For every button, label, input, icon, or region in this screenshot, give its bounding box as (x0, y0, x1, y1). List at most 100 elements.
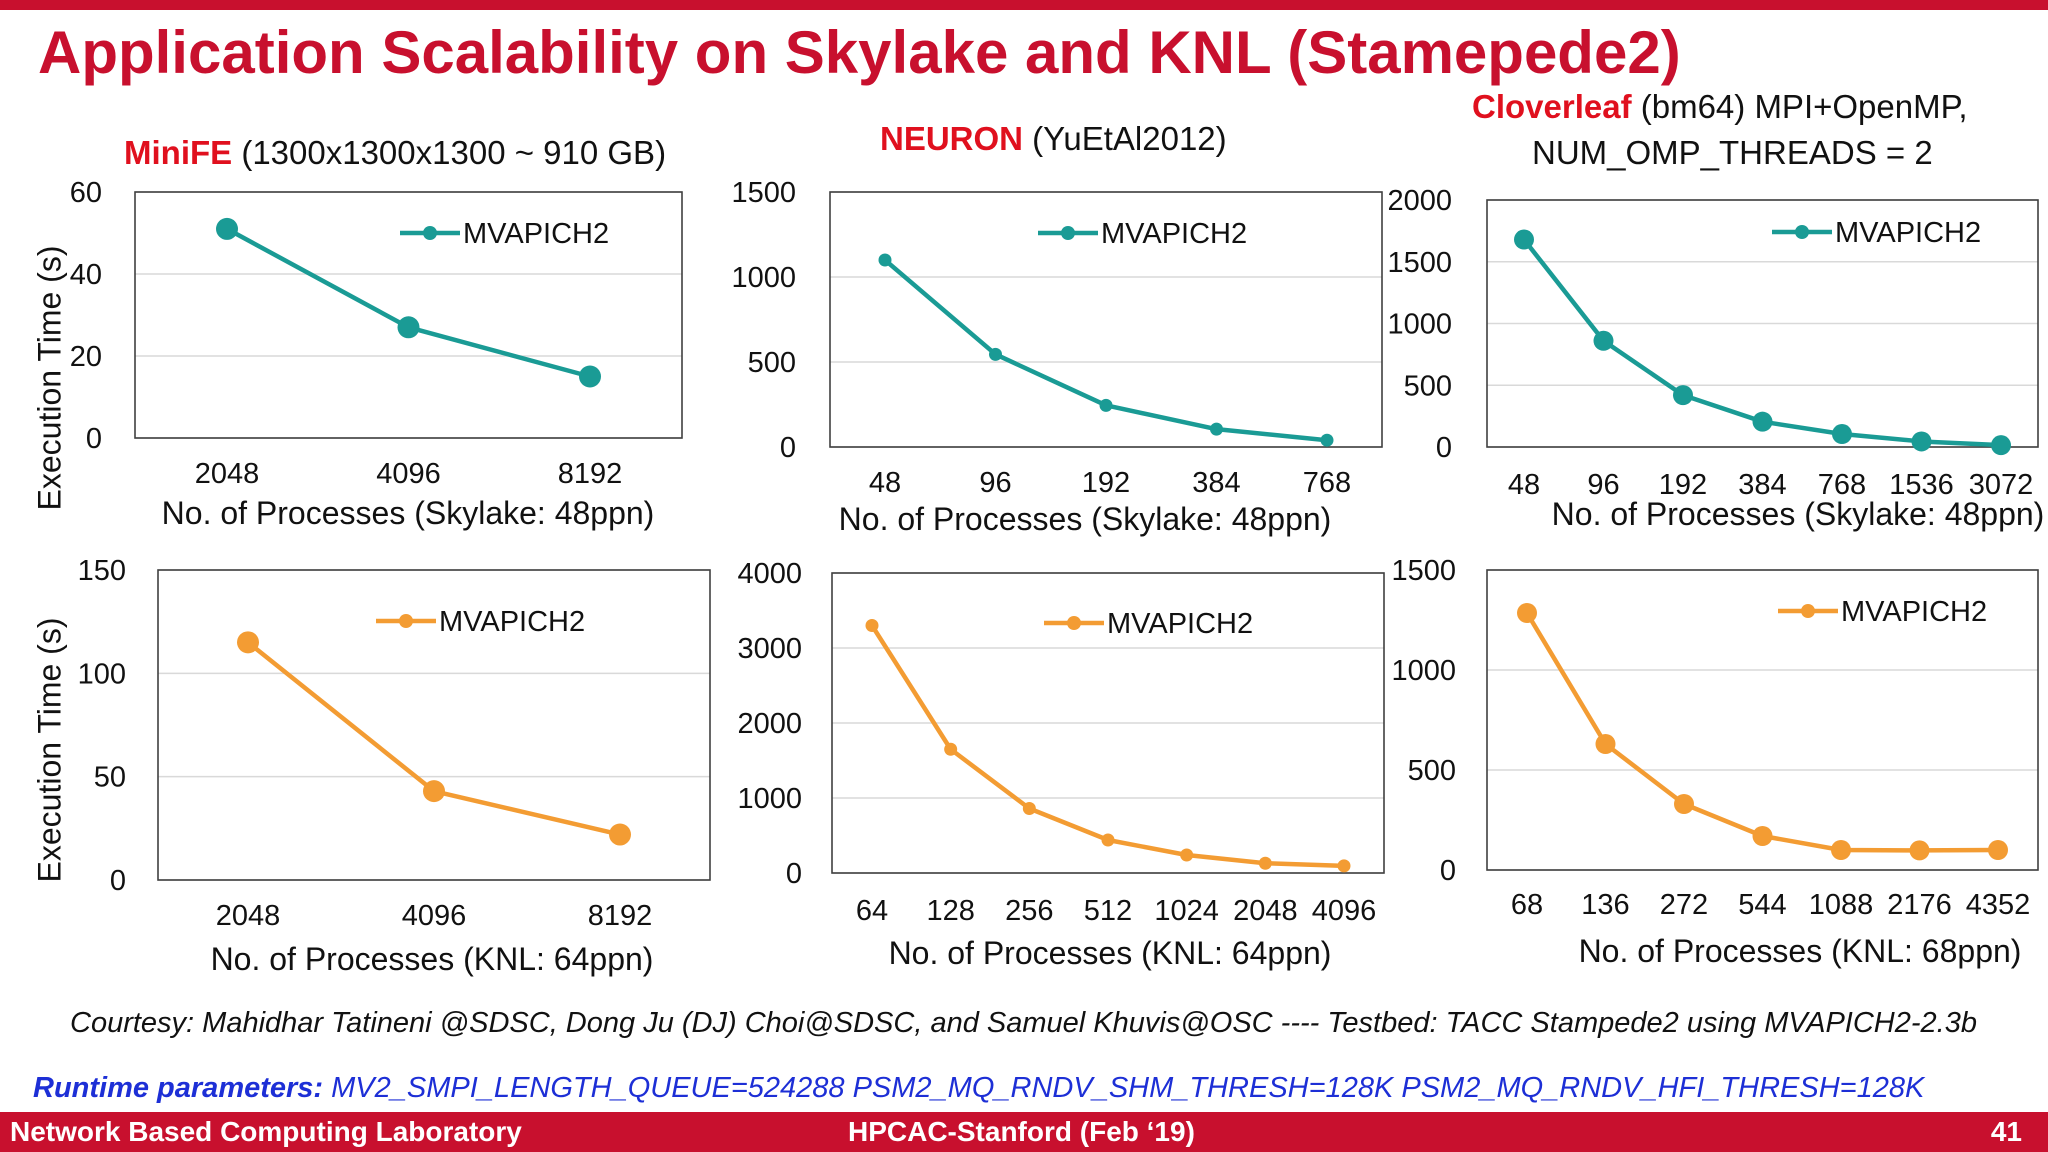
x-tick-label: 544 (1738, 889, 1786, 921)
y-tick-label: 2000 (737, 708, 802, 740)
data-point (1988, 840, 2008, 860)
x-tick-label: 136 (1581, 889, 1629, 921)
y-tick-label: 1500 (1387, 247, 1452, 279)
x-tick-label: 48 (1508, 469, 1540, 501)
x-tick-label: 4352 (1966, 889, 2031, 921)
y-tick-label: 500 (1404, 370, 1452, 402)
data-point (1258, 856, 1272, 870)
data-point (865, 619, 879, 632)
legend-marker (1801, 604, 1815, 618)
x-axis-title: No. of Processes (KNL: 64ppn) (889, 935, 1332, 971)
data-point (1991, 435, 2011, 456)
y-tick-label: 0 (1436, 432, 1452, 464)
y-tick-label: 150 (78, 555, 126, 587)
plot-area-border (1486, 199, 2039, 448)
x-tick-label: 384 (1738, 469, 1786, 501)
y-tick-label: 40 (70, 259, 102, 291)
legend-label: MVAPICH2 (439, 606, 585, 638)
data-point (1595, 734, 1616, 754)
x-tick-label: 2048 (195, 458, 260, 490)
subtitle-cloverleaf-detail: (bm64) MPI+OpenMP, (1631, 88, 1968, 125)
y-tick-label: 100 (78, 658, 126, 690)
legend-label: MVAPICH2 (463, 218, 609, 250)
data-point (1320, 433, 1334, 447)
x-tick-label: 1088 (1809, 889, 1874, 921)
runtime-parameters: Runtime parameters: MV2_SMPI_LENGTH_QUEU… (33, 1072, 1924, 1105)
y-tick-label: 1000 (1387, 309, 1452, 341)
x-axis-title: No. of Processes (Skylake: 48ppn) (1552, 496, 2045, 532)
y-tick-label: 1000 (731, 262, 796, 294)
footer-lab-name: Network Based Computing Laboratory (10, 1116, 522, 1147)
x-tick-label: 2048 (1233, 895, 1298, 927)
y-tick-label: 1500 (731, 177, 796, 209)
top-accent-bar (0, 0, 2048, 10)
x-axis-title: No. of Processes (Skylake: 48ppn) (162, 495, 655, 531)
y-tick-label: 60 (70, 177, 102, 209)
subtitle-cloverleaf: Cloverleaf (bm64) MPI+OpenMP, (1472, 88, 1968, 126)
x-tick-label: 768 (1303, 467, 1351, 499)
data-point (609, 823, 631, 846)
legend-marker (1061, 226, 1075, 240)
x-axis-title: No. of Processes (KNL: 68ppn) (1579, 933, 2022, 969)
x-tick-label: 1536 (1889, 469, 1954, 501)
legend-label: MVAPICH2 (1101, 218, 1247, 250)
x-axis-title: No. of Processes (Skylake: 48ppn) (839, 501, 1332, 537)
y-tick-label: 4000 (737, 558, 802, 590)
y-tick-label: 0 (86, 423, 102, 455)
x-tick-label: 64 (856, 895, 888, 927)
y-tick-label: 50 (94, 762, 126, 794)
x-tick-label: 3072 (1969, 469, 2034, 501)
data-point (1752, 411, 1773, 432)
data-point (1674, 794, 1694, 814)
x-axis-title: No. of Processes (KNL: 64ppn) (211, 941, 654, 977)
x-tick-label: 192 (1659, 469, 1707, 501)
data-point (944, 742, 958, 756)
y-tick-label: 20 (70, 341, 102, 373)
y-tick-label: 2000 (1387, 185, 1452, 217)
legend-marker (423, 226, 437, 240)
data-point (1514, 229, 1534, 250)
x-tick-label: 68 (1511, 889, 1543, 921)
legend-marker (399, 614, 413, 628)
plot-area-border (157, 569, 711, 881)
data-point (878, 253, 892, 267)
legend-label: MVAPICH2 (1107, 608, 1253, 640)
data-point (1210, 422, 1223, 436)
x-tick-label: 8192 (558, 458, 623, 490)
legend-label: MVAPICH2 (1835, 217, 1981, 249)
data-point (423, 780, 445, 803)
data-point (397, 316, 420, 339)
x-tick-label: 4096 (376, 458, 441, 490)
footer-event: HPCAC-Stanford (Feb ‘19) (848, 1116, 1195, 1147)
data-point (1911, 431, 1932, 452)
x-tick-label: 2048 (216, 900, 281, 932)
footer-page-number: 41 (1990, 1116, 2022, 1147)
data-point (237, 631, 259, 654)
plot-area-border (829, 191, 1383, 448)
subtitle-neuron: NEURON (YuEtAl2012) (880, 120, 1227, 158)
data-point (1180, 848, 1194, 862)
y-tick-label: 3000 (737, 633, 802, 665)
x-tick-label: 192 (1082, 467, 1130, 499)
x-tick-label: 1024 (1154, 895, 1219, 927)
y-tick-label: 0 (786, 858, 802, 890)
x-tick-label: 48 (869, 467, 901, 499)
plot-area-border (831, 572, 1385, 874)
x-tick-label: 8192 (588, 900, 653, 932)
x-tick-label: 2176 (1887, 889, 1952, 921)
data-point (216, 217, 238, 240)
x-tick-label: 768 (1818, 469, 1866, 501)
subtitle-neuron-detail: (YuEtAl2012) (1023, 120, 1227, 157)
subtitle-minife-name: MiniFE (124, 134, 233, 171)
y-tick-label: 1000 (1391, 655, 1456, 687)
data-point (1099, 398, 1113, 412)
subtitle-neuron-name: NEURON (880, 120, 1024, 157)
data-point (1832, 424, 1852, 445)
data-point (989, 347, 1002, 361)
x-tick-label: 4096 (1312, 895, 1377, 927)
x-tick-label: 256 (1005, 895, 1053, 927)
